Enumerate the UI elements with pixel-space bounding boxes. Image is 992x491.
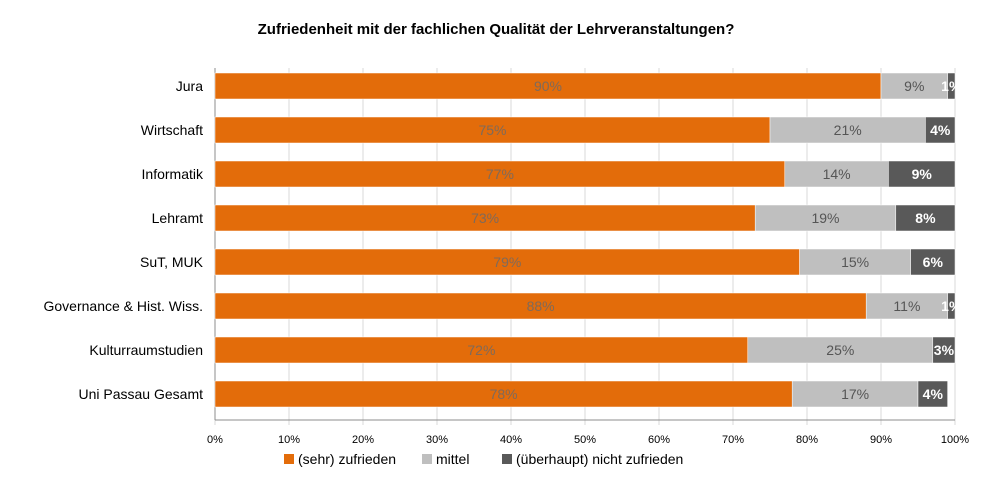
chart-title: Zufriedenheit mit der fachlichen Qualitä…: [258, 21, 735, 38]
data-label: 75%: [478, 122, 506, 138]
bar-segment: [214, 116, 771, 144]
bar-segment: [791, 380, 919, 408]
data-label: 1%: [941, 298, 962, 314]
data-label: 3%: [934, 342, 955, 358]
legend-swatch: [284, 454, 294, 464]
x-tick-label: 10%: [278, 434, 300, 446]
data-label: 1%: [941, 78, 962, 94]
bar-segment: [925, 116, 956, 144]
data-label: 6%: [923, 254, 944, 270]
bar-segment: [865, 292, 948, 320]
legend-swatch: [422, 454, 432, 464]
bar-segment: [214, 380, 793, 408]
data-label: 4%: [923, 386, 944, 402]
x-tick-label: 20%: [352, 434, 374, 446]
data-label: 72%: [467, 342, 495, 358]
x-axis-ticks: 0% 10% 20% 30% 40% 50% 60% 70% 80% 90% 100%: [207, 434, 969, 446]
bar-segment: [214, 72, 882, 100]
data-label: 78%: [490, 386, 518, 402]
bar-segment: [895, 204, 956, 232]
legend-label: (sehr) zufrieden: [298, 451, 396, 467]
bar-segment: [214, 248, 800, 276]
data-label: 25%: [826, 342, 854, 358]
bar-segment: [910, 248, 956, 276]
category-label: SuT, MUK: [140, 254, 204, 270]
x-tick-label: 60%: [648, 434, 670, 446]
x-tick-label: 90%: [870, 434, 892, 446]
data-label: 4%: [930, 122, 951, 138]
category-label: Wirtschaft: [141, 122, 203, 138]
category-label: Kulturraumstudien: [89, 342, 203, 358]
bar-segment: [917, 380, 948, 408]
x-tick-label: 70%: [722, 434, 744, 446]
bars: 90% 9% 1% 75% 21% 4% 77% 14% 9% 73% 19% 8% 79% 15% 6% 8…: [214, 72, 962, 408]
bar-segment: [769, 116, 926, 144]
bar-segment: [888, 160, 956, 188]
data-label: 9%: [904, 78, 924, 94]
bar-segment: [754, 204, 897, 232]
bar-segment: [214, 160, 786, 188]
bar-segment: [932, 336, 956, 364]
legend-label: mittel: [436, 451, 469, 467]
x-tick-label: 40%: [500, 434, 522, 446]
category-labels: Jura Wirtschaft Informatik Lehramt SuT, MUK G…: [44, 78, 204, 402]
category-label: Jura: [176, 78, 203, 94]
data-label: 8%: [915, 210, 936, 226]
data-label: 88%: [527, 298, 555, 314]
legend: (sehr) zufrieden mittel (überhaupt) nicht …: [284, 451, 683, 467]
bar-segment: [747, 336, 934, 364]
x-tick-label: 100%: [941, 434, 969, 446]
bar-segment: [947, 292, 956, 320]
data-label: 17%: [841, 386, 869, 402]
bar-segment: [214, 292, 867, 320]
bar-segment: [784, 160, 889, 188]
data-label: 21%: [834, 122, 862, 138]
data-label: 79%: [493, 254, 521, 270]
x-tick-label: 80%: [796, 434, 818, 446]
data-label: 11%: [893, 298, 920, 314]
data-label: 19%: [811, 210, 839, 226]
bar-segment: [214, 204, 756, 232]
data-label: 9%: [912, 166, 933, 182]
data-label: 90%: [534, 78, 562, 94]
bar-segment: [947, 72, 956, 100]
data-label: 77%: [486, 166, 514, 182]
x-tick-label: 50%: [574, 434, 596, 446]
category-label: Governance & Hist. Wiss.: [44, 298, 204, 314]
bar-segment: [880, 72, 948, 100]
bar-segment: [214, 336, 749, 364]
data-label: 14%: [823, 166, 851, 182]
x-tick-label: 0%: [207, 434, 223, 446]
legend-label: (überhaupt) nicht zufrieden: [516, 451, 683, 467]
x-tick-label: 30%: [426, 434, 448, 446]
legend-swatch: [502, 454, 512, 464]
data-label: 73%: [471, 210, 499, 226]
category-label: Informatik: [142, 166, 204, 182]
category-label: Lehramt: [152, 210, 203, 226]
data-label: 15%: [841, 254, 869, 270]
category-label: Uni Passau Gesamt: [79, 386, 204, 402]
